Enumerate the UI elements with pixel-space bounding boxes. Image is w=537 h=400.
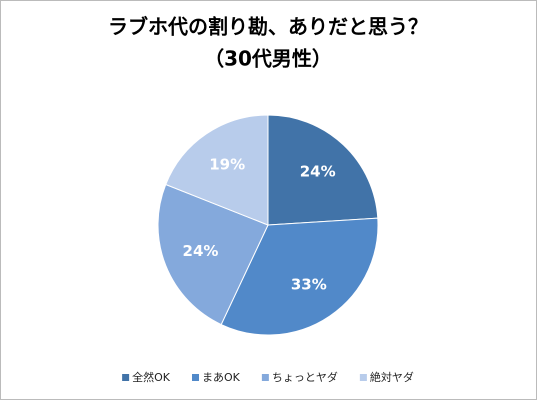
value-label: 19% [209, 155, 245, 173]
legend-marker [261, 374, 269, 381]
legend-label: ちょっとヤダ [272, 370, 338, 384]
value-label: 24% [183, 242, 219, 260]
pie-slice [157, 183, 269, 326]
legend-label: 全然OK [132, 370, 171, 384]
legend-label: 絶対ヤダ [370, 370, 414, 384]
pie-slice [165, 114, 269, 226]
legend-marker [192, 374, 199, 381]
pie-slice [267, 114, 379, 226]
chart-title: ラブホ代の割り勘、ありだと思う？ [108, 15, 428, 39]
value-label: 24% [300, 163, 336, 181]
value-label: 33% [291, 276, 327, 294]
legend-marker [359, 374, 367, 381]
legend-marker [122, 374, 130, 381]
chart-subtitle: （30代男性） [204, 47, 332, 71]
pie-slice [220, 217, 379, 336]
legend-label: まあOK [202, 371, 241, 384]
